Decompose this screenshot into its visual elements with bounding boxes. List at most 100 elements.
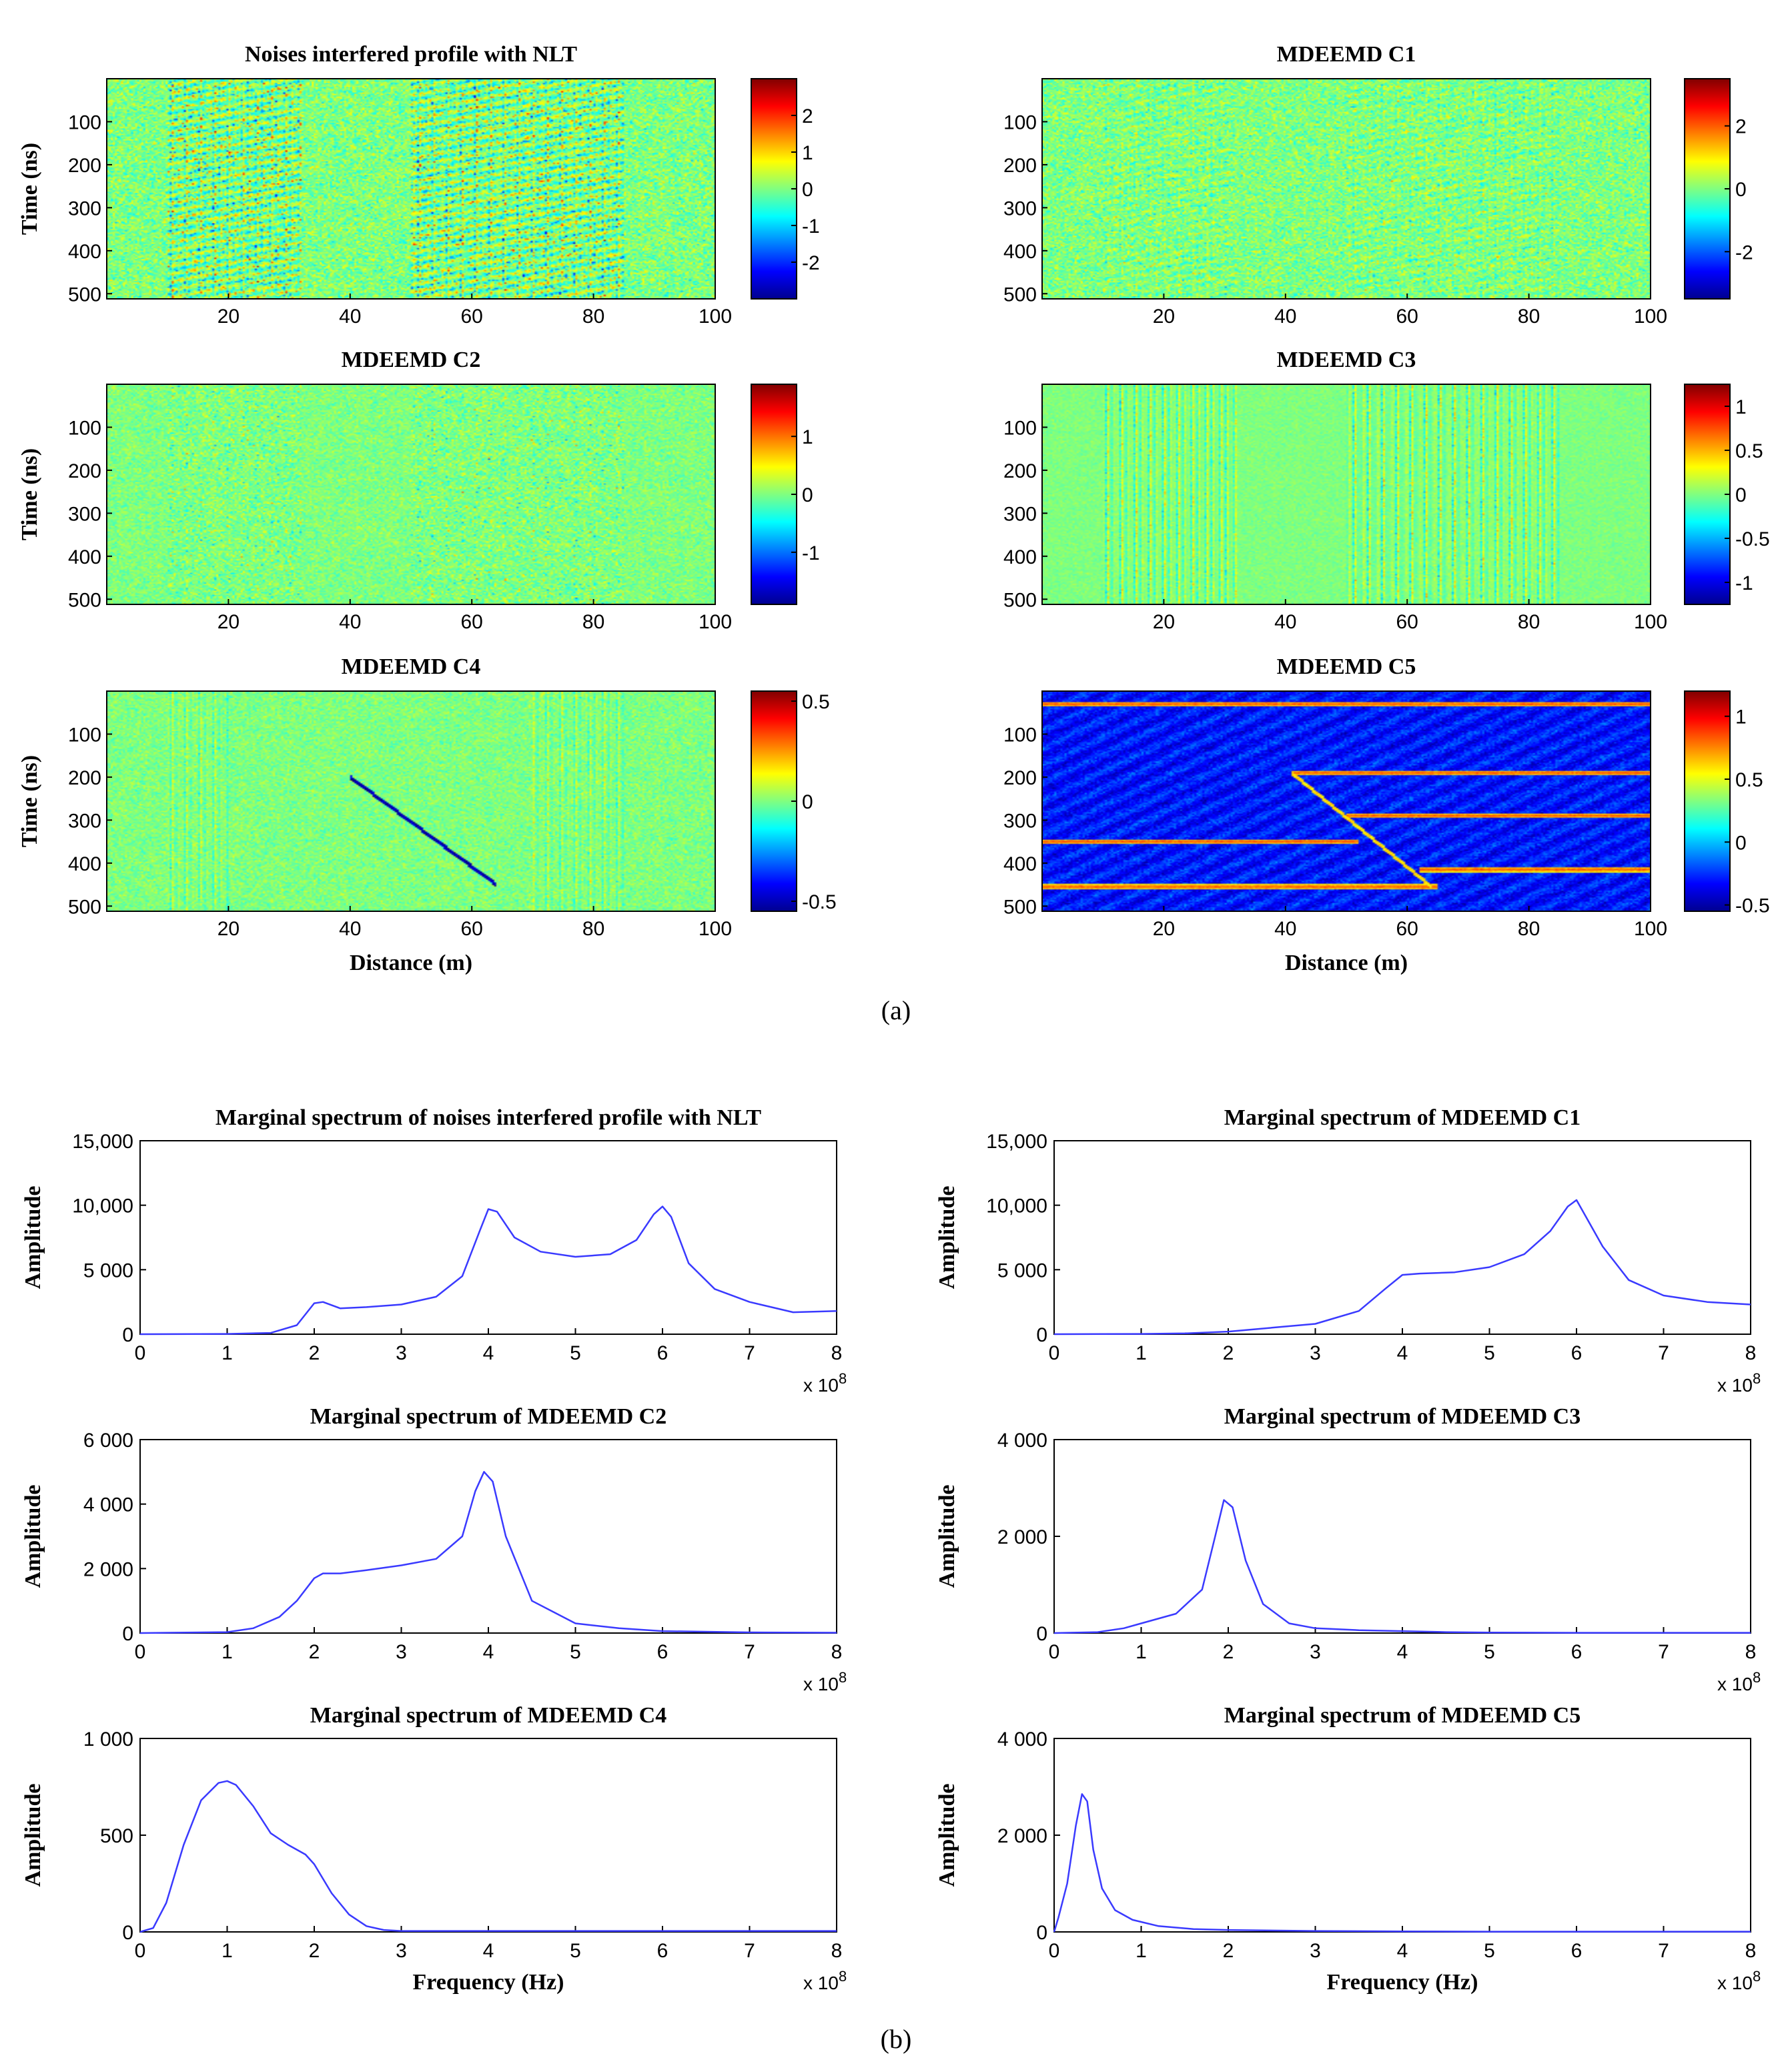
colorbar-tick-label: 0	[1735, 484, 1747, 506]
x-multiplier: x 108	[1717, 1370, 1761, 1396]
y-axis-label: Time (ns)	[17, 755, 42, 847]
y-tick-label: 2 000	[997, 1526, 1047, 1548]
y-tick-label: 10,000	[72, 1195, 133, 1217]
colorbar-tick-label: 0	[1735, 179, 1747, 201]
colorbar-tick-label: -0.5	[1735, 528, 1770, 550]
x-tick-label: 3	[1310, 1940, 1321, 1962]
x-tick-label: 2	[309, 1641, 320, 1663]
x-tick-label: 5	[1484, 1940, 1495, 1962]
y-tick-label: 5 000	[83, 1259, 133, 1281]
x-tick-label: 40	[1274, 611, 1296, 633]
heatmap-title: Noises interfered profile with NLT	[245, 42, 577, 67]
x-multiplier: x 108	[1717, 1669, 1761, 1694]
heatmap-title: MDEEMD C5	[1277, 654, 1416, 679]
heatmap-frame	[106, 78, 716, 300]
y-tick-label: 100	[68, 111, 101, 133]
y-tick-label: 5 000	[997, 1259, 1047, 1281]
x-tick-label: 3	[1310, 1641, 1321, 1663]
y-tick-label: 0	[122, 1922, 133, 1944]
x-tick-label: 5	[1484, 1641, 1495, 1663]
y-axis-label: Amplitude	[21, 1186, 45, 1289]
colorbar-tick-label: 1	[1735, 706, 1747, 728]
x-multiplier: x 108	[1717, 1968, 1761, 1993]
x-tick-label: 7	[1658, 1940, 1669, 1962]
x-tick-label: 20	[1153, 611, 1175, 633]
x-tick-label: 80	[582, 611, 604, 633]
spectrum-line	[139, 1205, 837, 1336]
x-tick-label: 100	[1634, 611, 1667, 633]
colorbar	[751, 690, 797, 912]
y-tick-label: 2 000	[83, 1558, 133, 1580]
x-tick-label: 80	[582, 306, 604, 328]
x-tick-label: 1	[221, 1940, 233, 1962]
y-tick-label: 500	[100, 1825, 133, 1847]
y-tick-label: 4 000	[997, 1430, 1047, 1452]
y-tick-label: 200	[1003, 460, 1037, 482]
x-tick-label: 4	[1397, 1940, 1408, 1962]
x-tick-label: 2	[1223, 1641, 1234, 1663]
x-tick-label: 60	[1396, 611, 1418, 633]
y-axis-label: Amplitude	[21, 1784, 45, 1887]
colorbar-tick-label: 2	[802, 105, 813, 127]
colorbar-tick-label: -1	[1735, 572, 1753, 594]
heatmap-image	[107, 79, 715, 299]
plot-frame	[139, 1140, 837, 1335]
x-tick-label: 20	[1153, 306, 1175, 328]
plot-frame	[1053, 1140, 1751, 1335]
x-tick-label: 6	[657, 1342, 668, 1364]
heatmap-frame	[1041, 384, 1651, 605]
y-tick-label: 15,000	[986, 1131, 1047, 1153]
plot-frame	[1053, 1439, 1751, 1634]
y-tick-label: 200	[68, 460, 101, 482]
spectrum-panel-4: Marginal spectrum of MDEEMD C4 0 1 2 3 4 5 6 7 8 0…	[21, 1703, 847, 1995]
y-tick-label: 400	[1003, 546, 1037, 568]
y-tick-label: 400	[1003, 853, 1037, 875]
x-tick-label: 7	[1658, 1641, 1669, 1663]
x-tick-label: 1	[1136, 1641, 1147, 1663]
x-tick-label: 100	[1634, 306, 1667, 328]
y-tick-label: 300	[68, 503, 101, 525]
y-tick-label: 0	[1036, 1324, 1047, 1346]
x-tick-label: 3	[396, 1940, 407, 1962]
colorbar	[1684, 384, 1731, 605]
x-tick-label: 20	[217, 918, 240, 940]
x-tick-label: 40	[339, 306, 361, 328]
colorbar-tick-label: -1	[802, 542, 820, 564]
colorbar-tick-label: 0	[1735, 832, 1747, 854]
colorbar-tick-label: 0.5	[1735, 440, 1763, 462]
y-tick-label: 0	[1036, 1922, 1047, 1944]
heatmap-title: MDEEMD C2	[342, 348, 481, 372]
x-axis-label: Distance (m)	[1285, 951, 1408, 975]
heatmap-title: MDEEMD C1	[1277, 42, 1416, 67]
x-tick-label: 40	[1274, 306, 1296, 328]
x-tick-label: 60	[461, 306, 483, 328]
x-tick-label: 6	[1571, 1641, 1583, 1663]
x-tick-label: 4	[1397, 1641, 1408, 1663]
spectrum-line	[1053, 1793, 1751, 1933]
x-tick-label: 20	[217, 611, 240, 633]
heatmap-image	[107, 384, 715, 604]
x-axis-label: Frequency (Hz)	[1327, 1970, 1478, 1995]
x-tick-label: 80	[582, 918, 604, 940]
colorbar-tick-label: 0	[802, 179, 813, 201]
colorbar-tick-label: -2	[1735, 241, 1753, 264]
x-tick-label: 2	[1223, 1940, 1234, 1962]
x-tick-label: 4	[483, 1940, 494, 1962]
x-tick-label: 8	[1745, 1940, 1757, 1962]
x-tick-label: 0	[1049, 1342, 1060, 1364]
x-tick-label: 8	[1745, 1342, 1757, 1364]
y-axis-label: Amplitude	[935, 1784, 959, 1887]
colorbar-tick-label: -2	[802, 252, 820, 274]
x-tick-label: 4	[483, 1342, 494, 1364]
y-tick-label: 2 000	[997, 1825, 1047, 1847]
spectrum-title: Marginal spectrum of MDEEMD C5	[1224, 1703, 1581, 1728]
x-tick-label: 60	[461, 611, 483, 633]
y-tick-label: 500	[1003, 589, 1037, 611]
x-tick-label: 0	[135, 1940, 146, 1962]
colorbar-tick-label: 0.5	[1735, 769, 1763, 791]
x-tick-label: 4	[1397, 1342, 1408, 1364]
y-tick-label: 300	[68, 810, 101, 832]
panel-label-b: (b)	[881, 2024, 912, 2054]
